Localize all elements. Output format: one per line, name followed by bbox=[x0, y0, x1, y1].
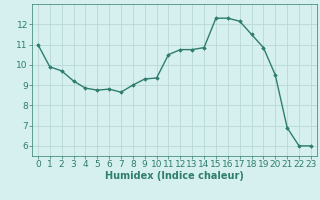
X-axis label: Humidex (Indice chaleur): Humidex (Indice chaleur) bbox=[105, 171, 244, 181]
